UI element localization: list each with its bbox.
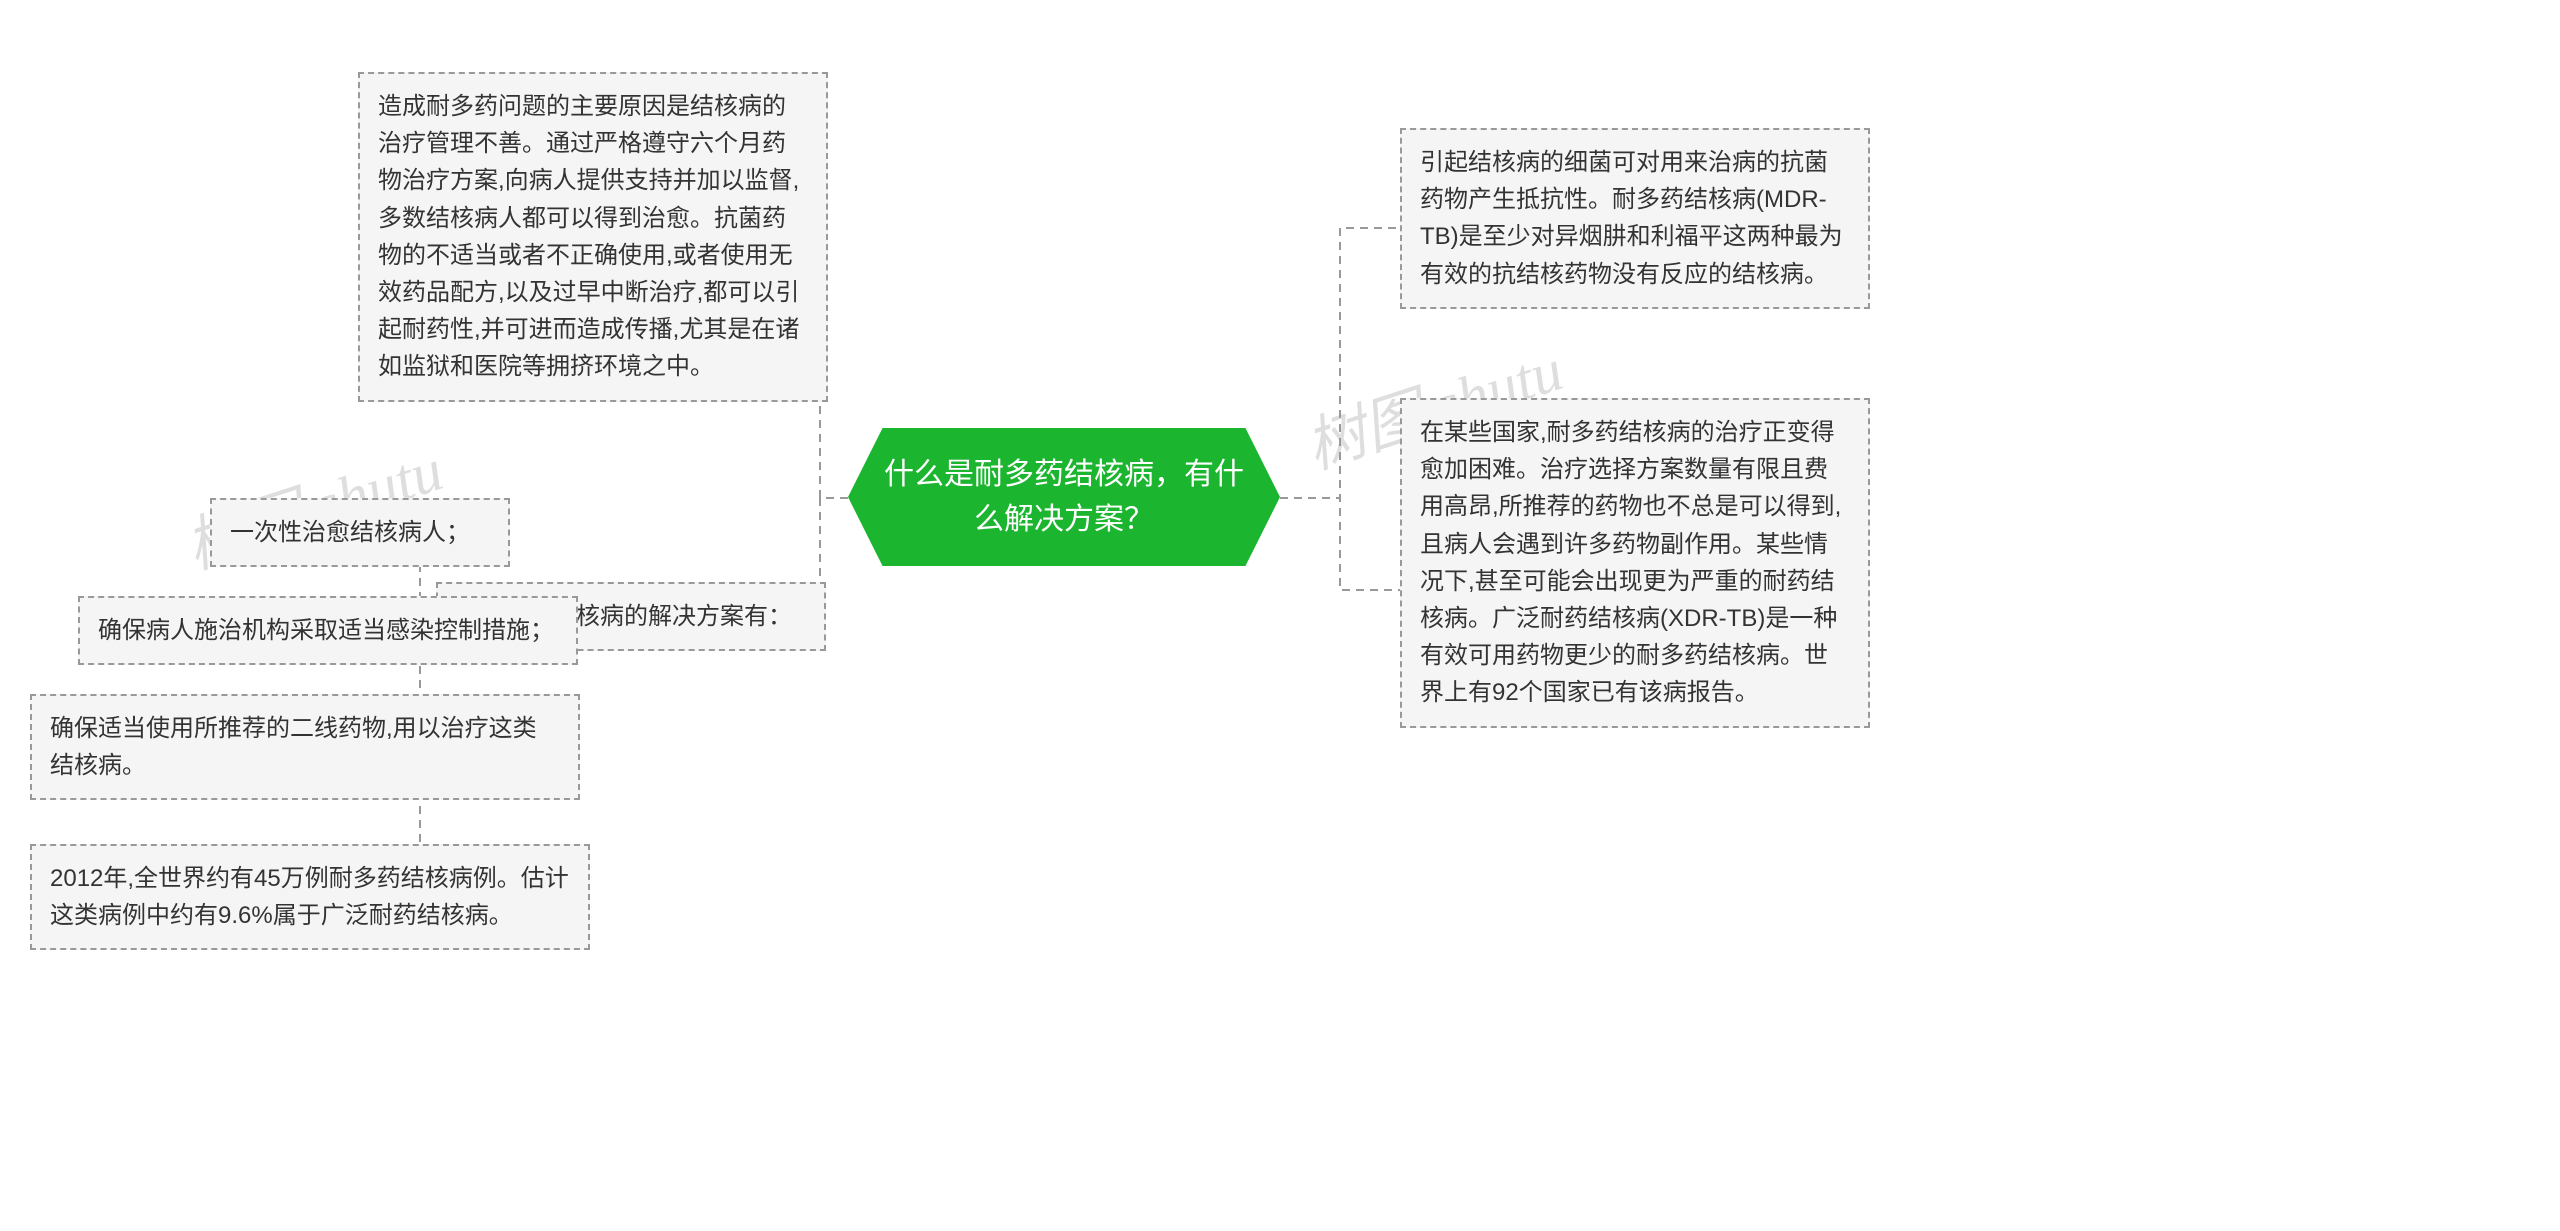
left-node-2c: 确保适当使用所推荐的二线药物,用以治疗这类结核病。 (30, 694, 580, 800)
left-node-1: 造成耐多药问题的主要原因是结核病的治疗管理不善。通过严格遵守六个月药物治疗方案,… (358, 72, 828, 402)
center-node-text: 什么是耐多药结核病，有什么解决方案？ (884, 458, 1244, 536)
node-text: 确保病人施治机构采取适当感染控制措施； (98, 617, 554, 644)
node-text: 造成耐多药问题的主要原因是结核病的治疗管理不善。通过严格遵守六个月药物治疗方案,… (378, 93, 799, 380)
left-node-2b: 确保病人施治机构采取适当感染控制措施； (78, 596, 578, 665)
right-node-1: 引起结核病的细菌可对用来治病的抗菌药物产生抵抗性。耐多药结核病(MDR-TB)是… (1400, 128, 1870, 309)
left-node-3: 2012年,全世界约有45万例耐多药结核病例。估计这类病例中约有9.6%属于广泛… (30, 844, 590, 950)
node-text: 2012年,全世界约有45万例耐多药结核病例。估计这类病例中约有9.6%属于广泛… (50, 865, 569, 929)
node-text: 确保适当使用所推荐的二线药物,用以治疗这类结核病。 (50, 715, 537, 779)
node-text: 引起结核病的细菌可对用来治病的抗菌药物产生抵抗性。耐多药结核病(MDR-TB)是… (1420, 149, 1843, 288)
left-node-2a: 一次性治愈结核病人； (210, 498, 510, 567)
right-node-2: 在某些国家,耐多药结核病的治疗正变得愈加困难。治疗选择方案数量有限且费用高昂,所… (1400, 398, 1870, 728)
center-node: 什么是耐多药结核病，有什么解决方案？ (848, 428, 1280, 566)
node-text: 在某些国家,耐多药结核病的治疗正变得愈加困难。治疗选择方案数量有限且费用高昂,所… (1420, 419, 1841, 706)
node-text: 一次性治愈结核病人； (230, 519, 470, 546)
